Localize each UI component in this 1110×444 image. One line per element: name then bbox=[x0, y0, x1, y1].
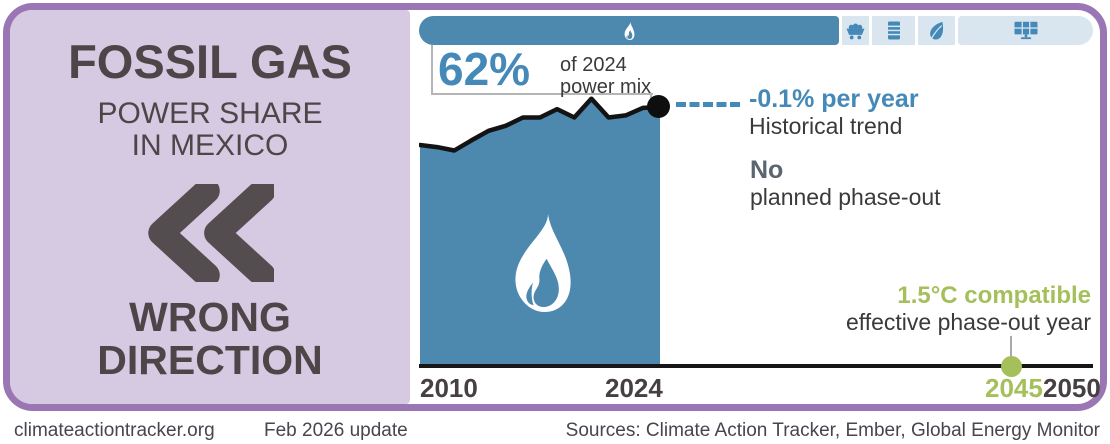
share-label: of 2024 power mix bbox=[560, 54, 651, 98]
leaf-icon bbox=[929, 21, 944, 40]
solar-panel-icon bbox=[1013, 21, 1039, 40]
double-chevron-left-icon bbox=[148, 184, 274, 282]
oil-barrel-icon bbox=[886, 21, 901, 40]
phase-out-block: No planned phase-out bbox=[750, 156, 941, 210]
verdict-line-2: DIRECTION bbox=[97, 337, 323, 383]
energy-mix-bar bbox=[419, 16, 1093, 45]
share-value: 62% bbox=[438, 43, 531, 95]
axis-label-target: 2045 bbox=[985, 373, 1043, 403]
page-title: FOSSIL GAS bbox=[68, 35, 352, 88]
page-subtitle: POWER SHARE IN MEXICO bbox=[10, 98, 410, 162]
bioenergy-segment bbox=[918, 16, 955, 45]
target-connector-line bbox=[1010, 336, 1012, 357]
trend-label: Historical trend bbox=[749, 113, 903, 139]
footer-update: Feb 2026 update bbox=[264, 420, 408, 441]
axis-label-end: 2050 bbox=[1043, 373, 1101, 403]
share-label-line-1: of 2024 bbox=[560, 54, 627, 76]
subtitle-line-2: IN MEXICO bbox=[131, 129, 289, 162]
phase-out-value: No bbox=[750, 156, 784, 184]
flame-icon bbox=[623, 21, 636, 40]
current-year-dot bbox=[647, 95, 670, 118]
footer-site: climateactiontracker.org bbox=[14, 420, 215, 441]
trend-value: -0.1% per year bbox=[749, 85, 919, 113]
flame-icon-large bbox=[515, 214, 571, 312]
footer-sources: Sources: Climate Action Tracker, Ember, … bbox=[565, 420, 1100, 441]
left-panel: FOSSIL GAS POWER SHARE IN MEXICO WRONG D… bbox=[10, 10, 410, 404]
solar-segment bbox=[958, 16, 1093, 45]
verdict-label: WRONG DIRECTION bbox=[10, 296, 410, 382]
axis-label-current: 2024 bbox=[605, 373, 663, 403]
subtitle-line-1: POWER SHARE bbox=[97, 97, 323, 130]
compatible-label: effective phase-out year bbox=[845, 309, 1091, 335]
trend-dashed-line bbox=[676, 102, 740, 107]
target-year-dot bbox=[1001, 356, 1022, 377]
oil-segment bbox=[872, 16, 915, 45]
axis-label-start: 2010 bbox=[420, 373, 478, 403]
coal-cart-icon bbox=[844, 22, 867, 40]
verdict-line-1: WRONG bbox=[129, 294, 291, 340]
footer: climateactiontracker.org Feb 2026 update… bbox=[0, 417, 1110, 444]
callout-bracket bbox=[431, 45, 653, 95]
fossil-gas-segment bbox=[419, 16, 839, 45]
historical-trend-block: -0.1% per year Historical trend bbox=[749, 85, 919, 139]
share-label-line-2: power mix bbox=[560, 76, 652, 98]
coal-segment bbox=[842, 16, 869, 45]
area-chart bbox=[419, 96, 663, 366]
x-axis-line bbox=[419, 364, 1093, 368]
phase-out-label: planned phase-out bbox=[750, 184, 941, 210]
compatible-block: 1.5°C compatible effective phase-out yea… bbox=[846, 282, 1091, 336]
compatible-title: 1.5°C compatible bbox=[897, 282, 1091, 309]
